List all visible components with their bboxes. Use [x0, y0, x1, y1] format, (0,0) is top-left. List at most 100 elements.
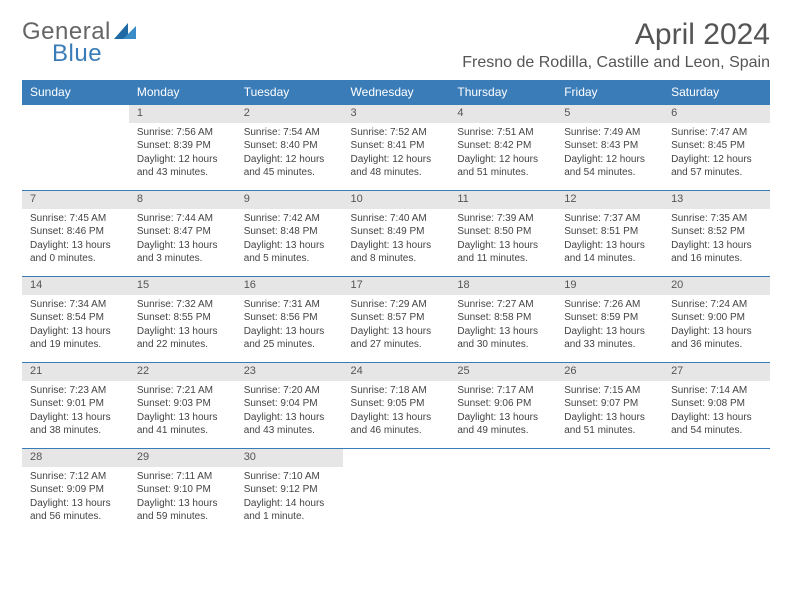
sunrise-text: Sunrise: 7:18 AM [351, 384, 442, 398]
month-title: April 2024 [462, 18, 770, 52]
daylight-text: Daylight: 13 hours and 56 minutes. [30, 497, 121, 524]
daylight-text: Daylight: 13 hours and 51 minutes. [564, 411, 655, 438]
day-number-cell: 1 [129, 105, 236, 123]
sunrise-text: Sunrise: 7:17 AM [457, 384, 548, 398]
daylight-text: Daylight: 13 hours and 59 minutes. [137, 497, 228, 524]
day-number-cell: 2 [236, 105, 343, 123]
daylight-text: Daylight: 13 hours and 43 minutes. [244, 411, 335, 438]
sunset-text: Sunset: 8:57 PM [351, 311, 442, 325]
day-number-cell: 25 [449, 363, 556, 381]
sunset-text: Sunset: 8:43 PM [564, 139, 655, 153]
sunset-text: Sunset: 9:00 PM [671, 311, 762, 325]
day-number-cell: 23 [236, 363, 343, 381]
day-number-cell: 16 [236, 277, 343, 295]
day-content-cell: Sunrise: 7:29 AMSunset: 8:57 PMDaylight:… [343, 295, 450, 363]
sunset-text: Sunset: 9:01 PM [30, 397, 121, 411]
day-content-cell: Sunrise: 7:14 AMSunset: 9:08 PMDaylight:… [663, 381, 770, 449]
day-number-cell: 29 [129, 449, 236, 467]
day-number-cell: 22 [129, 363, 236, 381]
location: Fresno de Rodilla, Castille and Leon, Sp… [462, 54, 770, 72]
day-content-cell: Sunrise: 7:20 AMSunset: 9:04 PMDaylight:… [236, 381, 343, 449]
dow-header: Saturday [663, 80, 770, 105]
day-number-cell: 24 [343, 363, 450, 381]
day-content-cell: Sunrise: 7:26 AMSunset: 8:59 PMDaylight:… [556, 295, 663, 363]
daylight-text: Daylight: 13 hours and 19 minutes. [30, 325, 121, 352]
day-number-cell: 5 [556, 105, 663, 123]
dow-header: Thursday [449, 80, 556, 105]
sunrise-text: Sunrise: 7:29 AM [351, 298, 442, 312]
daylight-text: Daylight: 13 hours and 54 minutes. [671, 411, 762, 438]
dow-header: Wednesday [343, 80, 450, 105]
sunset-text: Sunset: 8:54 PM [30, 311, 121, 325]
day-number-cell: 6 [663, 105, 770, 123]
day-content-cell: Sunrise: 7:45 AMSunset: 8:46 PMDaylight:… [22, 209, 129, 277]
sunset-text: Sunset: 9:06 PM [457, 397, 548, 411]
day-number-cell [556, 449, 663, 467]
sunrise-text: Sunrise: 7:51 AM [457, 126, 548, 140]
day-content-cell: Sunrise: 7:34 AMSunset: 8:54 PMDaylight:… [22, 295, 129, 363]
day-content-cell: Sunrise: 7:12 AMSunset: 9:09 PMDaylight:… [22, 467, 129, 535]
sunset-text: Sunset: 9:04 PM [244, 397, 335, 411]
day-number-cell: 20 [663, 277, 770, 295]
day-number-cell: 12 [556, 191, 663, 209]
sunrise-text: Sunrise: 7:31 AM [244, 298, 335, 312]
title-block: April 2024 Fresno de Rodilla, Castille a… [462, 18, 770, 72]
daylight-text: Daylight: 12 hours and 51 minutes. [457, 153, 548, 180]
sunrise-text: Sunrise: 7:23 AM [30, 384, 121, 398]
daylight-text: Daylight: 13 hours and 3 minutes. [137, 239, 228, 266]
daylight-text: Daylight: 13 hours and 22 minutes. [137, 325, 228, 352]
sunset-text: Sunset: 8:39 PM [137, 139, 228, 153]
sunrise-text: Sunrise: 7:24 AM [671, 298, 762, 312]
sunrise-text: Sunrise: 7:14 AM [671, 384, 762, 398]
sunset-text: Sunset: 8:59 PM [564, 311, 655, 325]
day-content-cell: Sunrise: 7:56 AMSunset: 8:39 PMDaylight:… [129, 123, 236, 191]
day-content-cell: Sunrise: 7:35 AMSunset: 8:52 PMDaylight:… [663, 209, 770, 277]
daylight-text: Daylight: 12 hours and 48 minutes. [351, 153, 442, 180]
dow-header: Friday [556, 80, 663, 105]
sunrise-text: Sunrise: 7:39 AM [457, 212, 548, 226]
day-number-cell: 27 [663, 363, 770, 381]
day-content-cell: Sunrise: 7:15 AMSunset: 9:07 PMDaylight:… [556, 381, 663, 449]
sunrise-text: Sunrise: 7:20 AM [244, 384, 335, 398]
day-number-cell: 8 [129, 191, 236, 209]
daylight-text: Daylight: 13 hours and 8 minutes. [351, 239, 442, 266]
day-content-cell: Sunrise: 7:11 AMSunset: 9:10 PMDaylight:… [129, 467, 236, 535]
sunset-text: Sunset: 8:41 PM [351, 139, 442, 153]
sunrise-text: Sunrise: 7:27 AM [457, 298, 548, 312]
calendar-header-row: SundayMondayTuesdayWednesdayThursdayFrid… [22, 80, 770, 105]
sunset-text: Sunset: 8:40 PM [244, 139, 335, 153]
day-content-cell: Sunrise: 7:49 AMSunset: 8:43 PMDaylight:… [556, 123, 663, 191]
day-number-cell: 14 [22, 277, 129, 295]
sunset-text: Sunset: 9:03 PM [137, 397, 228, 411]
day-number-cell: 13 [663, 191, 770, 209]
daylight-text: Daylight: 13 hours and 0 minutes. [30, 239, 121, 266]
day-content-cell: Sunrise: 7:51 AMSunset: 8:42 PMDaylight:… [449, 123, 556, 191]
sunrise-text: Sunrise: 7:26 AM [564, 298, 655, 312]
sunset-text: Sunset: 8:55 PM [137, 311, 228, 325]
day-content-cell: Sunrise: 7:27 AMSunset: 8:58 PMDaylight:… [449, 295, 556, 363]
day-content-cell [663, 467, 770, 535]
daylight-text: Daylight: 12 hours and 43 minutes. [137, 153, 228, 180]
sunrise-text: Sunrise: 7:45 AM [30, 212, 121, 226]
sunset-text: Sunset: 8:50 PM [457, 225, 548, 239]
day-content-cell: Sunrise: 7:37 AMSunset: 8:51 PMDaylight:… [556, 209, 663, 277]
logo: GeneralBlue [22, 18, 136, 68]
sunrise-text: Sunrise: 7:32 AM [137, 298, 228, 312]
sunset-text: Sunset: 8:58 PM [457, 311, 548, 325]
sunset-text: Sunset: 8:47 PM [137, 225, 228, 239]
sunrise-text: Sunrise: 7:40 AM [351, 212, 442, 226]
day-content-cell: Sunrise: 7:54 AMSunset: 8:40 PMDaylight:… [236, 123, 343, 191]
day-content-cell: Sunrise: 7:23 AMSunset: 9:01 PMDaylight:… [22, 381, 129, 449]
sunset-text: Sunset: 8:45 PM [671, 139, 762, 153]
sunrise-text: Sunrise: 7:52 AM [351, 126, 442, 140]
sunset-text: Sunset: 9:08 PM [671, 397, 762, 411]
sunrise-text: Sunrise: 7:47 AM [671, 126, 762, 140]
day-content-cell: Sunrise: 7:10 AMSunset: 9:12 PMDaylight:… [236, 467, 343, 535]
sunset-text: Sunset: 9:09 PM [30, 483, 121, 497]
day-content-cell: Sunrise: 7:32 AMSunset: 8:55 PMDaylight:… [129, 295, 236, 363]
day-content-cell: Sunrise: 7:52 AMSunset: 8:41 PMDaylight:… [343, 123, 450, 191]
day-number-cell: 11 [449, 191, 556, 209]
sunrise-text: Sunrise: 7:11 AM [137, 470, 228, 484]
day-content-cell: Sunrise: 7:42 AMSunset: 8:48 PMDaylight:… [236, 209, 343, 277]
dow-header: Monday [129, 80, 236, 105]
